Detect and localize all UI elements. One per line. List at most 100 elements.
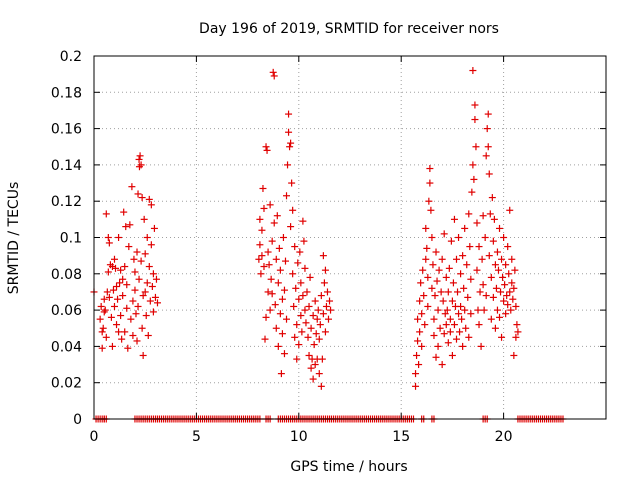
data-point	[314, 306, 322, 314]
data-point	[295, 341, 303, 349]
data-point	[270, 72, 278, 80]
data-point	[450, 321, 458, 329]
data-point	[288, 179, 296, 187]
data-point	[303, 288, 311, 296]
data-point	[457, 302, 465, 310]
data-point	[285, 128, 293, 136]
data-point	[135, 275, 143, 283]
data-point	[258, 252, 266, 260]
data-point	[499, 273, 507, 281]
data-point	[475, 243, 483, 251]
data-point	[292, 284, 300, 292]
data-point	[102, 210, 110, 218]
data-point	[266, 201, 274, 209]
data-point	[489, 293, 497, 301]
data-point	[300, 237, 308, 245]
y-tick-label: 0.1	[60, 231, 82, 247]
data-point	[256, 241, 264, 249]
data-point	[509, 295, 517, 303]
data-point	[299, 217, 307, 225]
data-point	[420, 292, 428, 300]
data-point	[307, 324, 315, 332]
data-point	[115, 234, 123, 241]
data-point	[110, 255, 118, 263]
data-point	[147, 201, 155, 209]
data-point	[463, 261, 471, 269]
data-point	[273, 212, 281, 220]
data-point	[129, 297, 137, 305]
data-point	[458, 315, 466, 323]
data-point	[327, 306, 335, 314]
data-point	[461, 306, 469, 314]
x-tick-labels: 0 5 10 15 20	[90, 429, 513, 445]
data-point	[122, 223, 130, 231]
data-point	[430, 315, 438, 323]
data-point	[426, 165, 434, 173]
data-point	[102, 333, 110, 341]
data-point	[115, 328, 123, 336]
data-point	[310, 341, 318, 349]
data-point	[126, 221, 134, 229]
data-point	[508, 255, 516, 263]
data-point	[435, 266, 443, 274]
data-point	[275, 244, 283, 252]
data-point	[427, 206, 435, 214]
x-tick-label: 5	[192, 429, 201, 445]
data-point	[317, 292, 325, 300]
data-point	[512, 302, 520, 310]
data-point	[104, 268, 112, 276]
data-point	[301, 306, 309, 314]
data-point	[311, 297, 319, 305]
data-point	[291, 333, 299, 341]
data-point	[103, 288, 111, 296]
data-point	[256, 215, 264, 223]
data-point	[465, 333, 473, 341]
data-point	[455, 310, 463, 318]
data-point	[497, 288, 505, 296]
data-point	[430, 332, 438, 340]
data-point	[146, 297, 154, 305]
data-point	[132, 310, 140, 318]
data-point	[260, 204, 268, 212]
data-point	[144, 332, 152, 340]
data-point	[145, 263, 153, 271]
data-point	[508, 279, 516, 287]
data-point	[113, 283, 121, 291]
data-point	[297, 279, 305, 287]
data-point	[414, 337, 422, 345]
data-point	[291, 243, 299, 251]
data-point	[506, 206, 514, 214]
data-point	[139, 292, 147, 300]
data-point	[152, 275, 160, 283]
data-point	[477, 342, 485, 350]
y-tick-label: 0	[73, 412, 82, 428]
data-point	[315, 370, 323, 378]
data-point	[147, 241, 155, 249]
data-point	[493, 248, 501, 256]
data-point	[483, 125, 491, 133]
data-point	[439, 297, 447, 305]
data-point	[133, 337, 141, 345]
data-point	[452, 335, 460, 343]
data-point	[491, 261, 499, 269]
y-tick-label: 0.14	[51, 158, 82, 174]
data-point	[287, 223, 295, 231]
data-point	[149, 308, 157, 316]
data-point	[510, 351, 518, 359]
x-axis-title: GPS time / hours	[290, 459, 407, 475]
data-point	[278, 295, 286, 303]
data-point	[422, 255, 430, 263]
data-point	[467, 310, 475, 318]
data-point	[498, 333, 506, 341]
data-point	[101, 306, 109, 314]
data-point	[321, 328, 329, 336]
data-point	[502, 310, 510, 318]
data-point	[312, 330, 320, 338]
chart-title: Day 196 of 2019, SRMTID for receiver nor…	[199, 21, 499, 37]
data-point	[135, 163, 143, 171]
data-point	[479, 212, 487, 220]
data-point	[461, 224, 469, 232]
data-point	[137, 161, 145, 169]
data-point	[117, 266, 125, 274]
data-point	[485, 252, 493, 260]
